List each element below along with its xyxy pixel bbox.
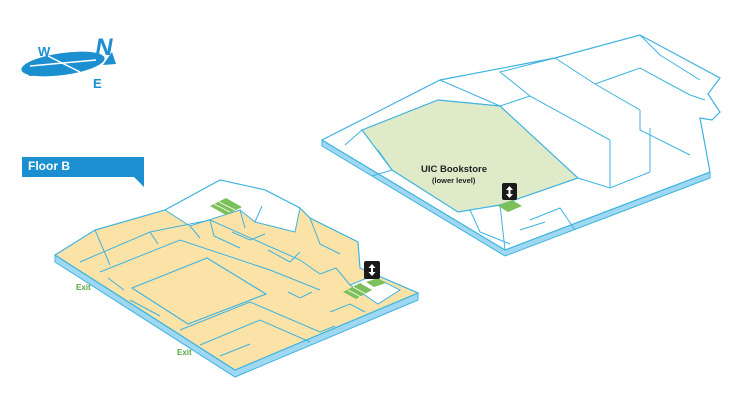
compass-icon: S W E N [21,34,116,91]
stairs-icon [343,278,386,299]
elevator-icon [502,183,517,200]
bookstore-area [361,99,580,213]
floor-label: Floor B [28,159,70,173]
compass-west-label: W [38,44,51,59]
bookstore-building: UIC Bookstore (lower level) [320,34,721,257]
bookstore-name-label: UIC Bookstore [421,164,487,175]
exit-label-south: Exit [177,348,192,357]
stairs-icon [498,200,522,212]
floor-tag-shape [22,157,144,187]
elevator-icon [364,261,380,279]
floor-label-tag: Floor B [22,157,144,187]
bookstore-sublabel: (lower level) [432,176,476,185]
compass-south-label: S [27,64,36,79]
floor-b-building: Exit Exit [53,179,420,378]
compass-north-label: N [93,34,115,61]
exit-label-west: Exit [76,283,91,292]
stairs-icon [210,198,242,215]
courtyard-area [130,257,268,325]
compass-east-label: E [93,76,102,91]
